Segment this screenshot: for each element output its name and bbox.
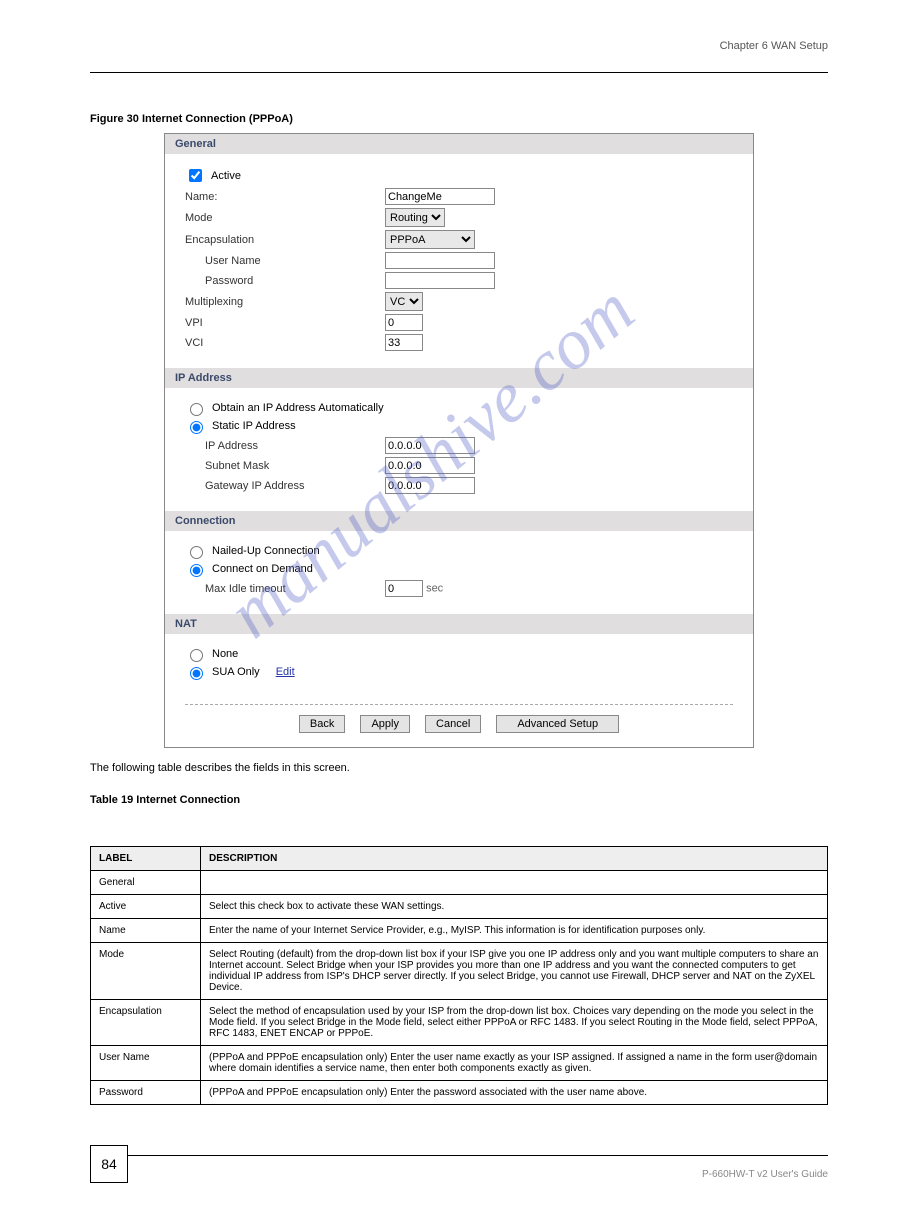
table-cell-label: User Name [91,1046,201,1081]
section-header-nat: NAT [165,614,753,634]
demand-radio[interactable] [190,564,203,577]
nat-sua-radio[interactable] [190,667,203,680]
password-label: Password [185,275,385,287]
cancel-button[interactable]: Cancel [425,715,481,733]
table-cell-label: Encapsulation [91,1000,201,1046]
username-label: User Name [185,255,385,267]
back-button[interactable]: Back [299,715,345,733]
table-row: Password(PPPoA and PPPoE encapsulation o… [91,1081,828,1105]
idle-input[interactable] [385,580,423,597]
gw-input[interactable] [385,477,475,494]
table-row: ModeSelect Routing (default) from the dr… [91,943,828,1000]
table-header-desc: DESCRIPTION [201,847,828,871]
password-input[interactable] [385,272,495,289]
vpi-label: VPI [185,317,385,329]
table-row: NameEnter the name of your Internet Serv… [91,919,828,943]
mask-label: Subnet Mask [185,460,385,472]
table-caption: Table 19 Internet Connection [90,794,828,806]
table-cell-desc: Enter the name of your Internet Service … [201,919,828,943]
idle-label: Max Idle timeout [185,583,385,595]
username-input[interactable] [385,252,495,269]
idle-unit: sec [426,583,443,595]
table-row: ActiveSelect this check box to activate … [91,895,828,919]
apply-button[interactable]: Apply [360,715,410,733]
table-header-label: LABEL [91,847,201,871]
encap-label: Encapsulation [185,234,385,246]
active-checkbox[interactable] [189,169,202,182]
static-ip-label: Static IP Address [212,420,296,432]
config-dialog: General Active Name: Mode Routing Encaps… [164,133,754,748]
mode-select[interactable]: Routing [385,208,445,227]
mode-label: Mode [185,212,385,224]
table-row: User Name(PPPoA and PPPoE encapsulation … [91,1046,828,1081]
vci-label: VCI [185,337,385,349]
name-input[interactable] [385,188,495,205]
button-bar: Back Apply Cancel Advanced Setup [185,704,733,747]
active-label: Active [211,170,241,182]
obtain-ip-label: Obtain an IP Address Automatically [212,402,384,414]
nat-none-label: None [212,648,238,660]
obtain-ip-radio[interactable] [190,403,203,416]
vci-input[interactable] [385,334,423,351]
table-cell-desc: (PPPoA and PPPoE encapsulation only) Ent… [201,1081,828,1105]
description-table: LABEL DESCRIPTION GeneralActiveSelect th… [90,846,828,1105]
nat-sua-label: SUA Only [212,666,260,678]
section-header-connection: Connection [165,511,753,531]
table-cell-desc: Select Routing (default) from the drop-d… [201,943,828,1000]
table-row: EncapsulationSelect the method of encaps… [91,1000,828,1046]
footer-text: P-660HW-T v2 User's Guide [90,1169,828,1180]
table-cell-desc [201,871,828,895]
table-cell-label: Active [91,895,201,919]
page-header-chapter: Chapter 6 WAN Setup [90,40,828,52]
intro-text: The following table describes the fields… [90,762,828,774]
table-cell-desc: Select this check box to activate these … [201,895,828,919]
gw-label: Gateway IP Address [185,480,385,492]
table-cell-label: General [91,871,201,895]
ip-label: IP Address [185,440,385,452]
table-cell-desc: Select the method of encapsulation used … [201,1000,828,1046]
header-divider [90,72,828,73]
section-header-ip: IP Address [165,368,753,388]
static-ip-radio[interactable] [190,421,203,434]
nailed-label: Nailed-Up Connection [212,545,320,557]
nat-edit-link[interactable]: Edit [276,666,295,678]
footer-divider [128,1155,828,1156]
table-cell-label: Password [91,1081,201,1105]
table-row: General [91,871,828,895]
vpi-input[interactable] [385,314,423,331]
mux-label: Multiplexing [185,296,385,308]
mask-input[interactable] [385,457,475,474]
nailed-radio[interactable] [190,546,203,559]
encap-select[interactable]: PPPoA [385,230,475,249]
section-header-general: General [165,134,753,154]
advanced-setup-button[interactable]: Advanced Setup [496,715,619,733]
table-cell-label: Name [91,919,201,943]
mux-select[interactable]: VC [385,292,423,311]
table-cell-desc: (PPPoA and PPPoE encapsulation only) Ent… [201,1046,828,1081]
name-label: Name: [185,191,385,203]
page-number-box: 84 [90,1145,128,1183]
table-header-row: LABEL DESCRIPTION [91,847,828,871]
table-cell-label: Mode [91,943,201,1000]
ip-input[interactable] [385,437,475,454]
figure-caption: Figure 30 Internet Connection (PPPoA) [90,113,828,125]
nat-none-radio[interactable] [190,649,203,662]
demand-label: Connect on Demand [212,563,313,575]
